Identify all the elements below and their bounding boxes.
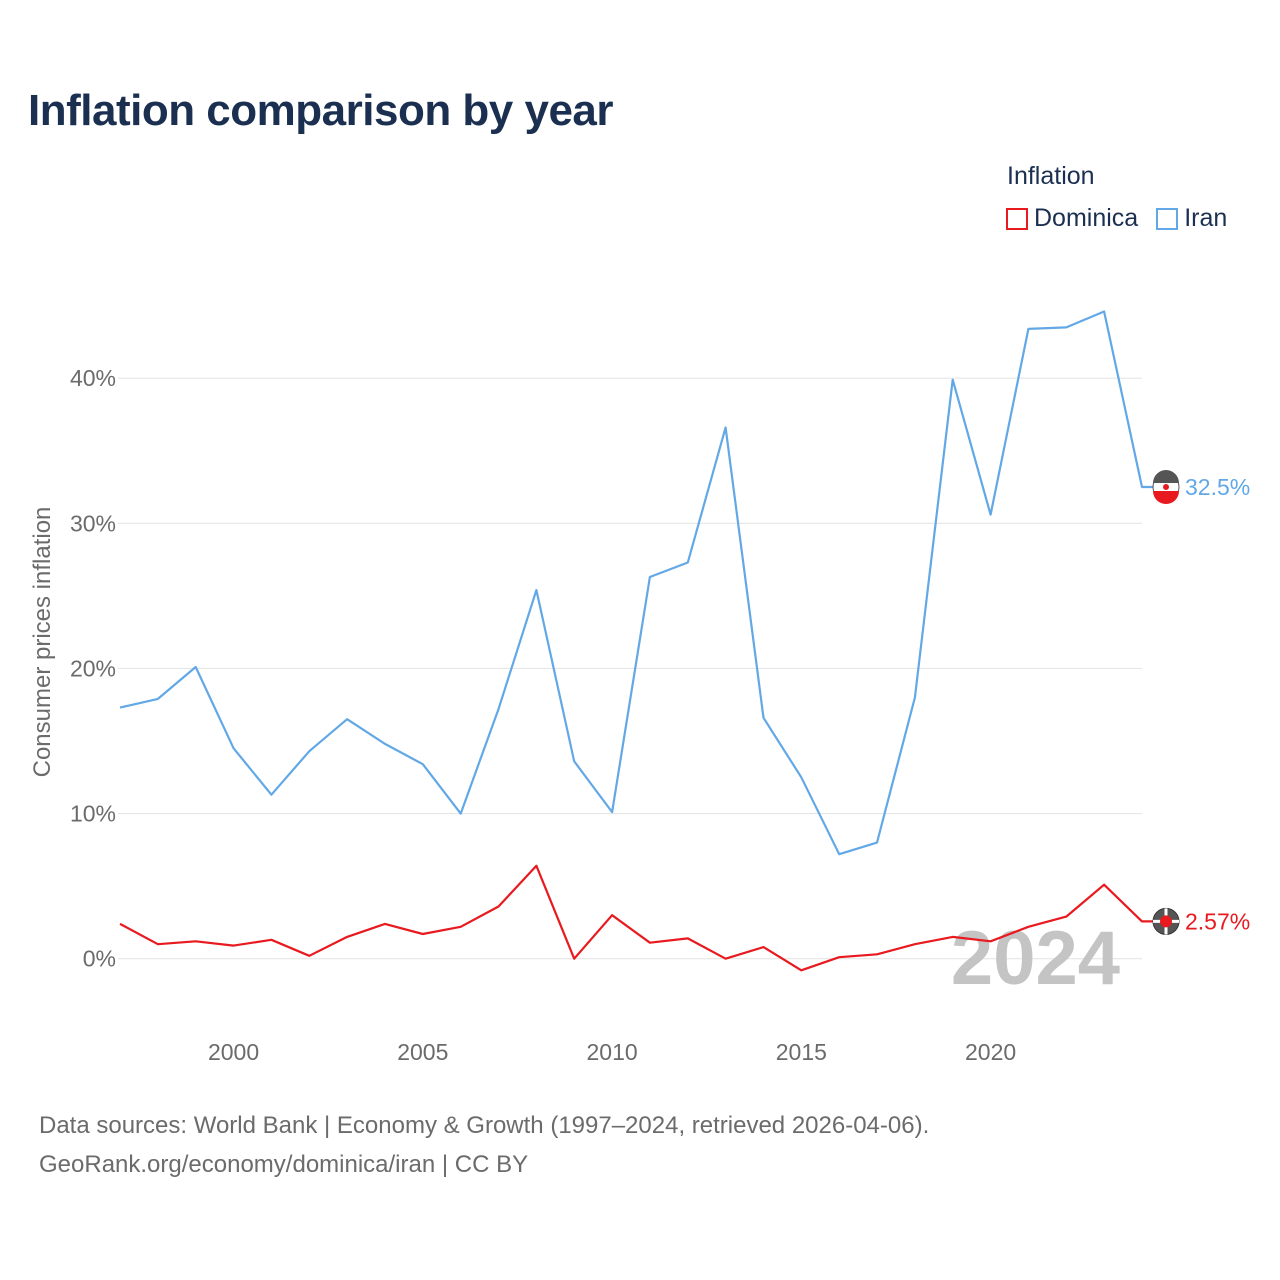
footer-source: Data sources: World Bank | Economy & Gro… (39, 1112, 930, 1139)
iran-flag-emblem (1163, 484, 1169, 491)
footer-url[interactable]: GeoRank.org/economy/dominica/iran | CC B… (39, 1151, 529, 1178)
y-tick-label: 10% (70, 801, 116, 827)
end-marker-dominica (1152, 907, 1180, 935)
series-line-iran[interactable] (119, 310, 1154, 856)
iran-flag-top-band (1153, 470, 1179, 484)
legend-label-iran: Iran (1184, 204, 1228, 232)
y-tick-label: 0% (83, 946, 116, 972)
legend-item-dominica[interactable]: Dominica (1006, 204, 1138, 233)
legend-swatch-iran (1156, 207, 1179, 230)
end-marker-iran (1152, 470, 1180, 505)
legend-label-dominica: Dominica (1034, 204, 1139, 232)
x-tick-label: 2000 (208, 1039, 259, 1065)
end-value-label-dominica: 2.57% (1185, 908, 1250, 934)
series-line-dominica[interactable] (119, 864, 1154, 972)
grid-lines (118, 377, 1142, 960)
axes: 0% 10% 20% 30% 40% 2000 2005 2010 2015 2020 (70, 365, 1016, 1065)
x-tick-label: 2020 (965, 1039, 1016, 1065)
iran-flag-bottom-band (1153, 491, 1179, 505)
y-tick-label: 40% (70, 365, 116, 391)
y-tick-label: 20% (70, 655, 116, 681)
end-markers: 2.57% 32.5% (1152, 470, 1250, 935)
legend-swatch-dominica (1006, 207, 1028, 230)
chart-title: Inflation comparison by year (28, 86, 614, 135)
footer: Data sources: World Bank | Economy & Gro… (39, 1106, 929, 1184)
y-axis-label: Consumer prices inflation (29, 507, 56, 778)
year-watermark: 2024 (951, 916, 1120, 1001)
x-tick-label: 2015 (776, 1039, 827, 1065)
legend-title: Inflation (1007, 162, 1095, 190)
legend-item-iran[interactable]: Iran (1156, 204, 1227, 233)
series-lines (119, 310, 1154, 972)
legend: Dominica Iran (1006, 204, 1227, 233)
x-tick-label: 2010 (586, 1039, 637, 1065)
dominica-flag-emblem (1160, 915, 1172, 928)
x-tick-label: 2005 (397, 1039, 448, 1065)
end-value-label-iran: 32.5% (1185, 474, 1250, 500)
y-tick-label: 30% (70, 510, 116, 536)
